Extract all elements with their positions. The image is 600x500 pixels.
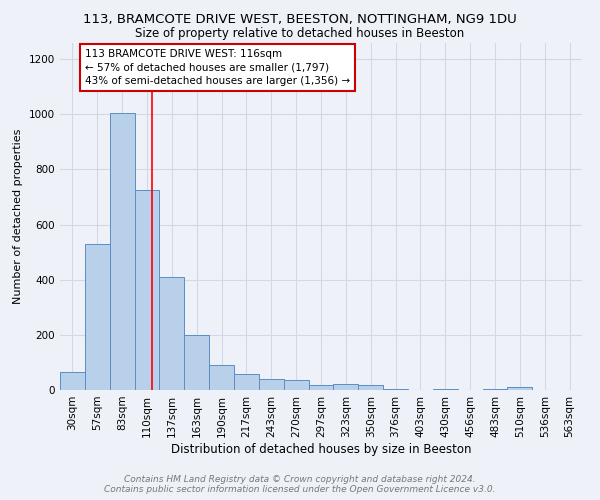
- Bar: [234, 374, 259, 390]
- Bar: [334, 384, 358, 390]
- Bar: [85, 244, 110, 390]
- Text: Contains HM Land Registry data © Crown copyright and database right 2024.
Contai: Contains HM Land Registry data © Crown c…: [104, 474, 496, 494]
- Bar: [209, 365, 234, 390]
- Bar: [259, 379, 284, 390]
- Bar: [508, 386, 532, 390]
- Text: 113, BRAMCOTE DRIVE WEST, BEESTON, NOTTINGHAM, NG9 1DU: 113, BRAMCOTE DRIVE WEST, BEESTON, NOTTI…: [83, 12, 517, 26]
- Bar: [110, 113, 134, 390]
- Bar: [184, 335, 209, 390]
- Bar: [160, 277, 184, 390]
- Text: Size of property relative to detached houses in Beeston: Size of property relative to detached ho…: [136, 28, 464, 40]
- X-axis label: Distribution of detached houses by size in Beeston: Distribution of detached houses by size …: [171, 442, 471, 456]
- Bar: [284, 380, 308, 390]
- Y-axis label: Number of detached properties: Number of detached properties: [13, 128, 23, 304]
- Bar: [383, 388, 408, 390]
- Bar: [358, 385, 383, 390]
- Text: 113 BRAMCOTE DRIVE WEST: 116sqm
← 57% of detached houses are smaller (1,797)
43%: 113 BRAMCOTE DRIVE WEST: 116sqm ← 57% of…: [85, 50, 350, 86]
- Bar: [308, 385, 334, 390]
- Bar: [134, 190, 160, 390]
- Bar: [482, 388, 508, 390]
- Bar: [60, 372, 85, 390]
- Bar: [433, 388, 458, 390]
